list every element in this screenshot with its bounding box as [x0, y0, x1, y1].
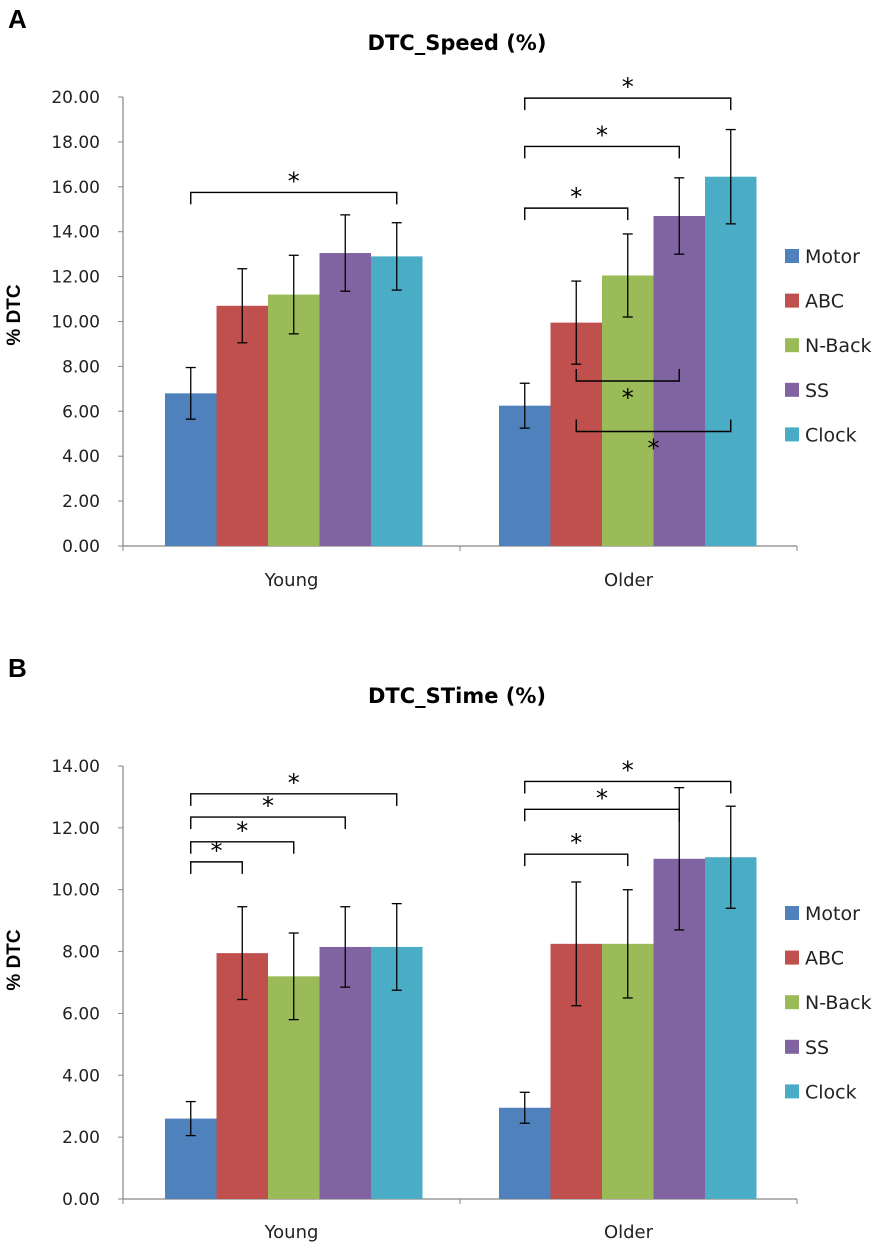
x-ticks-a: Young Older	[264, 570, 654, 591]
legend-swatch	[785, 1039, 799, 1054]
significance-brackets-b: * * * * * * *	[190, 756, 732, 874]
legend-label: N-Back	[805, 992, 872, 1014]
bar-ss-young	[319, 946, 371, 1199]
legend-label: Clock	[805, 424, 857, 446]
significance-bracket	[524, 145, 680, 159]
significance-star: *	[288, 167, 300, 195]
y-tick-label: 18.00	[51, 133, 100, 153]
chart-panel-b: B DTC_STime (%) % DTC 0.00 2.00 4.00 6.00 8.…	[4, 653, 872, 1243]
legend-label: Motor	[805, 246, 860, 268]
y-tick-label: 14.00	[51, 223, 100, 243]
significance-star: *	[596, 121, 608, 149]
chart-panel-a: A DTC_Speed (%) % DTC 0.00 2.00 4.00 6.00 8.…	[4, 4, 872, 591]
significance-star: *	[288, 769, 300, 797]
x-tick-label: Young	[264, 570, 319, 591]
y-tick-label: 4.00	[62, 1066, 100, 1086]
significance-star: *	[570, 183, 582, 211]
bars-a	[165, 176, 757, 547]
error-bars-a	[185, 128, 736, 429]
bar-n-back-older	[602, 275, 654, 546]
legend-swatch	[785, 427, 799, 442]
significance-bracket	[524, 853, 629, 867]
x-ticks-b: Young Older	[264, 1222, 654, 1243]
legend-label: Motor	[805, 903, 860, 925]
legend-label: ABC	[805, 291, 844, 313]
significance-star: *	[236, 817, 248, 845]
bars-b	[165, 857, 757, 1199]
legend-label: ABC	[805, 948, 844, 970]
legend-swatch	[785, 906, 799, 920]
bar-clock-young	[371, 256, 423, 546]
legend-swatch	[785, 293, 799, 308]
y-ticks-a: 0.00 2.00 4.00 6.00 8.00 10.00 12.00 14.00 16.00…	[51, 88, 100, 557]
panel-letter-b: B	[8, 653, 27, 683]
y-tick-label: 14.00	[51, 757, 100, 777]
significance-bracket	[524, 780, 732, 794]
y-tick-label: 0.00	[62, 537, 100, 557]
y-tick-label: 2.00	[62, 1128, 100, 1148]
y-tick-label: 12.00	[51, 268, 100, 288]
bar-abc-young	[216, 305, 268, 546]
legend-swatch	[785, 995, 799, 1010]
bar-clock-older	[705, 176, 757, 546]
y-tick-label: 12.00	[51, 819, 100, 839]
y-tick-label: 8.00	[62, 357, 100, 377]
x-tick-label: Older	[604, 570, 654, 591]
legend-swatch	[785, 382, 799, 397]
y-tick-label: 0.00	[62, 1190, 100, 1210]
panel-letter-a: A	[8, 4, 27, 34]
bar-motor-older	[499, 405, 551, 546]
significance-bracket	[524, 97, 732, 111]
y-tick-label: 6.00	[62, 1004, 100, 1024]
significance-bracket	[524, 808, 680, 822]
significance-bracket	[575, 368, 680, 382]
legend-label: SS	[805, 1037, 829, 1059]
chart-title-b: DTC_STime (%)	[368, 684, 546, 708]
x-tick-label: Young	[264, 1222, 319, 1243]
significance-star: *	[262, 792, 274, 820]
legend-a: Motor ABC N-Back SS Clock	[785, 246, 872, 446]
significance-bracket	[190, 793, 398, 806]
significance-star: *	[648, 435, 660, 463]
bar-n-back-young	[268, 294, 320, 546]
legend-b: Motor ABC N-Back SS Clock	[785, 903, 872, 1103]
significance-brackets-a: * * * * * *	[190, 73, 732, 463]
y-tick-label: 6.00	[62, 402, 100, 422]
legend-swatch	[785, 249, 799, 263]
y-tick-label: 4.00	[62, 447, 100, 467]
y-tick-label: 16.00	[51, 178, 100, 198]
y-tick-label: 20.00	[51, 88, 100, 108]
significance-star: *	[211, 837, 223, 865]
y-tick-label: 8.00	[62, 943, 100, 963]
legend-label: N-Back	[805, 335, 872, 357]
significance-bracket	[190, 816, 346, 830]
significance-bracket	[190, 841, 295, 854]
chart-title-a: DTC_Speed (%)	[368, 31, 547, 55]
significance-star: *	[622, 73, 634, 101]
y-tick-label: 2.00	[62, 492, 100, 512]
significance-star: *	[596, 784, 608, 812]
legend-label: Clock	[805, 1081, 857, 1103]
y-tick-label: 10.00	[51, 313, 100, 333]
y-axis-label-b: % DTC	[4, 929, 25, 991]
significance-bracket	[575, 419, 732, 433]
y-ticks-b: 0.00 2.00 4.00 6.00 8.00 10.00 12.00 14.00	[51, 757, 100, 1210]
x-tick-label: Older	[604, 1222, 654, 1243]
legend-swatch	[785, 950, 799, 965]
significance-bracket	[190, 861, 243, 874]
significance-bracket	[190, 191, 398, 205]
y-axis-label-a: % DTC	[4, 284, 25, 346]
bar-ss-young	[319, 253, 371, 546]
significance-star: *	[570, 829, 582, 857]
significance-star: *	[622, 756, 634, 784]
significance-star: *	[622, 384, 634, 412]
legend-label: SS	[805, 380, 829, 402]
bar-clock-older	[705, 857, 757, 1199]
legend-swatch	[785, 338, 799, 353]
y-tick-label: 10.00	[51, 881, 100, 901]
legend-swatch	[785, 1084, 799, 1099]
significance-bracket	[524, 207, 629, 221]
